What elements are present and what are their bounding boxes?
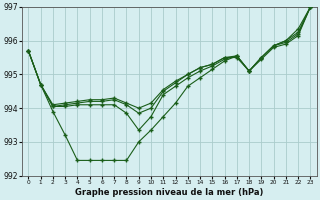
X-axis label: Graphe pression niveau de la mer (hPa): Graphe pression niveau de la mer (hPa) — [75, 188, 264, 197]
